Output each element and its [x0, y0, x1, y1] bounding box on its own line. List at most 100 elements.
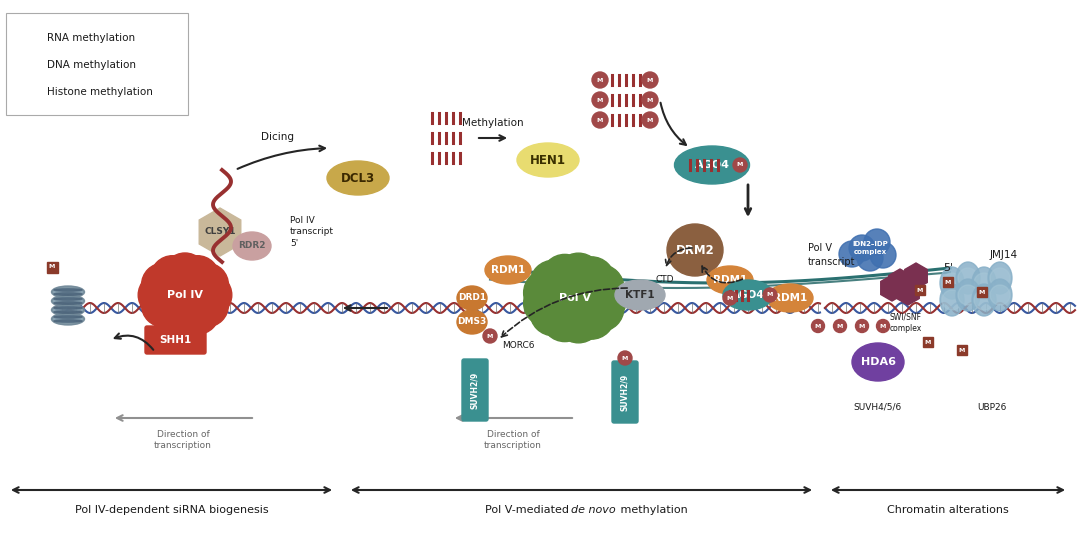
Circle shape: [577, 265, 624, 311]
Text: IDN2–IDP
complex: IDN2–IDP complex: [852, 241, 888, 255]
Text: DRD1: DRD1: [458, 294, 486, 302]
Text: M: M: [647, 77, 653, 82]
Ellipse shape: [852, 343, 904, 381]
Circle shape: [568, 257, 615, 304]
Text: M: M: [597, 98, 604, 103]
Text: M: M: [767, 293, 773, 298]
Circle shape: [555, 253, 602, 300]
Text: M: M: [917, 288, 923, 293]
Text: M: M: [737, 163, 743, 167]
Ellipse shape: [54, 293, 82, 295]
Circle shape: [858, 245, 883, 271]
Text: RDM1: RDM1: [491, 265, 525, 275]
Circle shape: [21, 55, 40, 75]
Polygon shape: [889, 269, 912, 295]
Circle shape: [864, 229, 890, 255]
Text: RDR2: RDR2: [239, 242, 266, 250]
Text: M: M: [597, 117, 604, 122]
Circle shape: [877, 320, 890, 333]
Ellipse shape: [615, 280, 665, 310]
Circle shape: [151, 256, 194, 299]
Circle shape: [530, 260, 577, 307]
Text: Pol V: Pol V: [559, 293, 591, 303]
Ellipse shape: [942, 290, 962, 310]
Text: M: M: [859, 323, 865, 328]
Text: Pol IV: Pol IV: [167, 290, 203, 300]
Text: MORC6: MORC6: [502, 341, 535, 350]
Text: M: M: [959, 348, 966, 352]
Ellipse shape: [940, 284, 964, 316]
Text: DMS3: DMS3: [457, 317, 487, 327]
Text: methylation: methylation: [617, 505, 688, 515]
Circle shape: [834, 320, 847, 333]
Text: SUVH4/5/6: SUVH4/5/6: [854, 402, 902, 412]
Text: RDM1: RDM1: [713, 275, 747, 285]
Text: M: M: [727, 295, 733, 300]
Circle shape: [618, 351, 632, 365]
Ellipse shape: [54, 316, 82, 318]
Text: RDM1: RDM1: [773, 293, 807, 303]
Ellipse shape: [233, 232, 271, 260]
Circle shape: [839, 241, 865, 267]
Circle shape: [642, 72, 658, 88]
FancyBboxPatch shape: [943, 277, 953, 287]
FancyBboxPatch shape: [977, 287, 987, 297]
Ellipse shape: [52, 313, 84, 325]
Ellipse shape: [54, 320, 82, 322]
Circle shape: [723, 291, 737, 305]
Text: DCL3: DCL3: [341, 171, 375, 184]
Ellipse shape: [517, 143, 579, 177]
Circle shape: [21, 28, 40, 48]
Ellipse shape: [988, 262, 1012, 294]
Circle shape: [556, 279, 594, 317]
Ellipse shape: [990, 285, 1010, 305]
Text: KTF1: KTF1: [625, 290, 654, 300]
Text: CLSY1: CLSY1: [204, 227, 235, 237]
Circle shape: [163, 253, 207, 296]
Text: SUVH2/9: SUVH2/9: [621, 373, 630, 411]
Ellipse shape: [457, 286, 487, 310]
Text: M: M: [27, 63, 33, 68]
Ellipse shape: [457, 310, 487, 334]
Text: HEN1: HEN1: [530, 154, 566, 166]
Ellipse shape: [988, 279, 1012, 311]
Circle shape: [762, 288, 777, 302]
Ellipse shape: [940, 267, 964, 299]
Text: RNA methylation: RNA methylation: [48, 33, 135, 43]
Text: Dicing: Dicing: [261, 132, 295, 142]
Text: UBP26: UBP26: [977, 402, 1007, 412]
Ellipse shape: [972, 284, 996, 316]
Polygon shape: [905, 263, 928, 289]
Polygon shape: [199, 208, 241, 256]
Circle shape: [849, 235, 875, 261]
Text: M: M: [814, 323, 821, 328]
Circle shape: [568, 293, 615, 339]
Ellipse shape: [972, 267, 996, 299]
Text: SHH1: SHH1: [159, 335, 191, 345]
Circle shape: [141, 263, 186, 307]
Ellipse shape: [54, 307, 82, 309]
Circle shape: [185, 263, 229, 307]
Circle shape: [642, 92, 658, 108]
Ellipse shape: [723, 280, 773, 310]
Circle shape: [188, 273, 232, 317]
Polygon shape: [881, 275, 903, 301]
Circle shape: [733, 158, 747, 172]
Circle shape: [592, 72, 608, 88]
Ellipse shape: [54, 289, 82, 295]
Circle shape: [176, 290, 219, 334]
Polygon shape: [896, 279, 919, 305]
Circle shape: [580, 274, 627, 321]
Text: Pol V-mediated: Pol V-mediated: [485, 505, 572, 515]
Circle shape: [592, 112, 608, 128]
FancyBboxPatch shape: [923, 337, 933, 347]
Circle shape: [151, 290, 194, 334]
Text: M: M: [622, 356, 629, 361]
Text: Chromatin alterations: Chromatin alterations: [887, 505, 1009, 515]
Text: M: M: [597, 77, 604, 82]
Ellipse shape: [327, 161, 389, 195]
Ellipse shape: [958, 268, 978, 288]
Circle shape: [163, 293, 207, 337]
Circle shape: [541, 295, 589, 341]
Text: Methylation: Methylation: [462, 118, 524, 128]
